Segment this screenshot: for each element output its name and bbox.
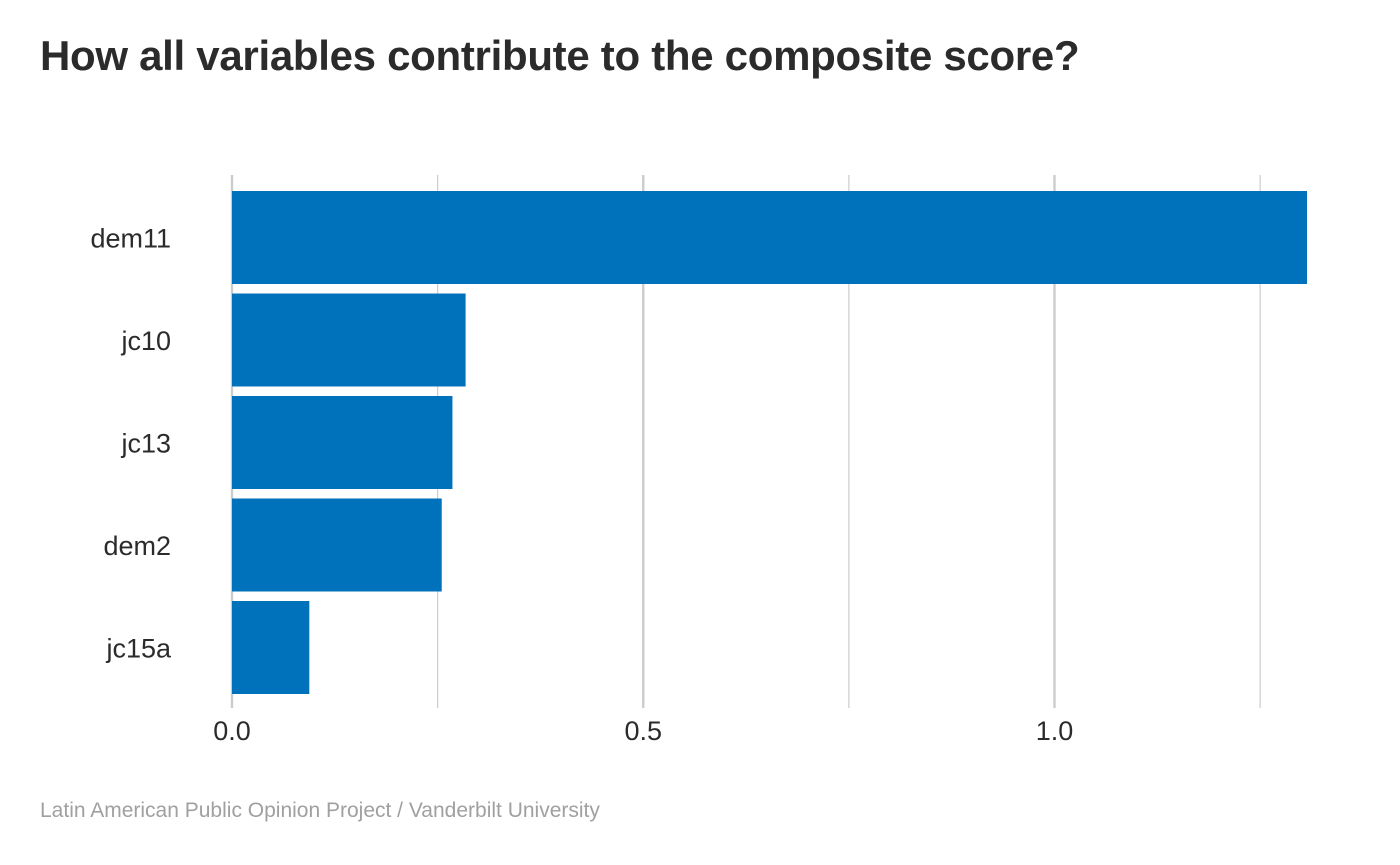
category-label-dem11: dem11: [90, 224, 171, 254]
category-label-jc10: jc10: [120, 326, 171, 356]
category-label-dem2: dem2: [103, 531, 171, 561]
chart-title: How all variables contribute to the comp…: [40, 32, 1080, 79]
bar-dem11: [232, 191, 1307, 284]
category-label-jc13: jc13: [120, 429, 171, 459]
category-label-jc15a: jc15a: [105, 634, 172, 664]
bar-jc13: [232, 396, 453, 489]
bar-jc15a: [232, 601, 310, 694]
category-labels: dem11 jc10 jc13 dem2 jc15a: [90, 224, 172, 664]
bar-jc10: [232, 293, 466, 387]
x-tick-label: 0.5: [624, 716, 662, 746]
bars: [232, 191, 1307, 694]
x-tick-label: 0.0: [213, 716, 251, 746]
bar-dem2: [232, 498, 442, 592]
x-axis-tick-labels: 0.0 0.5 1.0: [213, 716, 1073, 746]
source-caption: Latin American Public Opinion Project / …: [40, 799, 600, 822]
x-tick-label: 1.0: [1036, 716, 1074, 746]
